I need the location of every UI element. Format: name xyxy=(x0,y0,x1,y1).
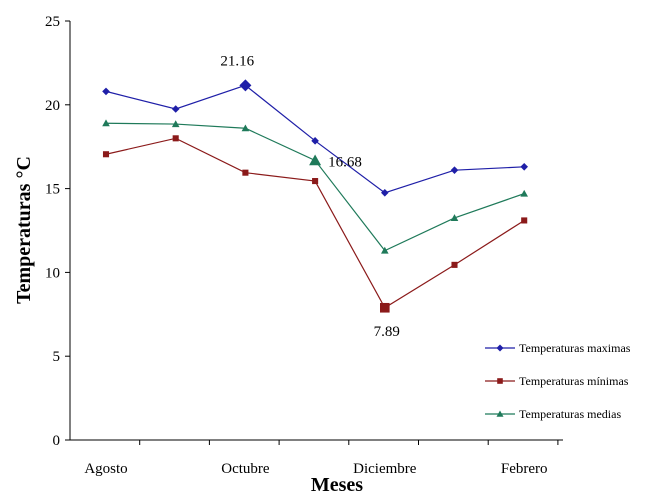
data-point xyxy=(171,105,180,113)
data-point xyxy=(102,151,110,158)
data-point xyxy=(309,154,322,166)
data-point xyxy=(102,119,110,127)
x-axis-title: Meses xyxy=(311,474,363,495)
data-point xyxy=(520,163,528,171)
data-point xyxy=(312,178,319,185)
series-1 xyxy=(102,79,528,197)
legend-marker xyxy=(496,344,504,352)
data-point xyxy=(380,302,390,313)
data-point xyxy=(242,169,249,176)
series-2 xyxy=(102,135,528,313)
y-tick-label: 15 xyxy=(45,182,60,198)
legend: Temperaturas maximas Temperaturas mínimas… xyxy=(485,341,631,421)
y-tick-label: 10 xyxy=(45,265,60,281)
data-point xyxy=(239,79,252,92)
data-label: 16.68 xyxy=(328,154,362,170)
legend-label: Temperaturas mínimas xyxy=(519,374,629,388)
data-point xyxy=(450,214,459,221)
data-point xyxy=(450,166,459,174)
data-point xyxy=(311,137,319,145)
legend-marker xyxy=(497,378,503,384)
y-tick-label: 25 xyxy=(45,14,60,30)
data-point xyxy=(171,120,180,128)
data-label: 7.89 xyxy=(374,324,400,340)
series-3 xyxy=(102,119,528,254)
axes xyxy=(69,21,563,441)
series-layer xyxy=(102,79,528,313)
y-tick-label: 0 xyxy=(53,433,61,449)
legend-entry: Temperaturas maximas xyxy=(485,341,631,355)
x-tick-label: Febrero xyxy=(501,461,548,477)
y-tick-label: 5 xyxy=(53,349,61,365)
legend-entry: Temperaturas medias xyxy=(485,407,621,421)
data-point xyxy=(241,124,250,132)
data-point xyxy=(521,217,528,224)
data-point xyxy=(381,188,389,197)
legend-marker xyxy=(496,410,504,417)
y-tick-label: 20 xyxy=(45,98,60,114)
x-tick-label: Octubre xyxy=(221,461,270,477)
data-label: 21.16 xyxy=(220,53,254,69)
legend-label: Temperaturas medias xyxy=(519,407,621,421)
y-ticks: 0 5 10 15 20 25 xyxy=(45,14,70,449)
legend-label: Temperaturas maximas xyxy=(519,341,631,355)
data-point xyxy=(102,87,110,96)
annotations: 21.16 16.68 7.89 xyxy=(220,53,400,339)
x-tick-label: Agosto xyxy=(84,461,127,477)
data-point xyxy=(520,189,528,197)
legend-entry: Temperaturas mínimas xyxy=(485,374,629,388)
y-axis-title: Temperaturas °C xyxy=(13,156,35,304)
data-point xyxy=(172,135,179,142)
data-point xyxy=(381,246,389,254)
x-tick-label: Diciembre xyxy=(353,461,417,477)
x-ticks: Agosto Octubre Diciembre Febrero xyxy=(84,440,559,477)
data-point xyxy=(451,261,458,268)
